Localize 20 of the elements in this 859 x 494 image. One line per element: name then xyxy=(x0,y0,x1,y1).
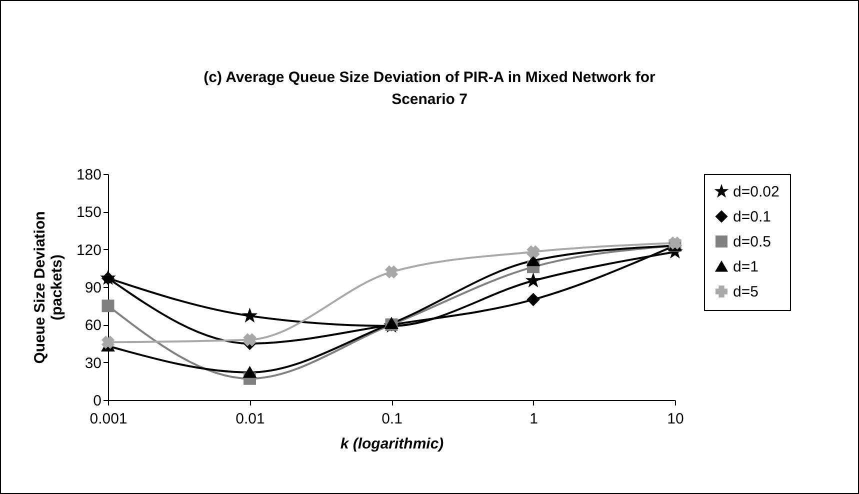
legend-label: d=5 xyxy=(733,284,758,300)
y-tick-label: 60 xyxy=(84,317,102,334)
y-tick-label: 90 xyxy=(84,280,102,296)
chart-title: (c) Average Queue Size Deviation of PIR-A in Mixed Network for Scenario 7 xyxy=(204,69,656,108)
y-axis-title: Queue Size Deviation (packets) xyxy=(31,211,66,364)
y-tick-label: 30 xyxy=(84,354,102,372)
y-tick-label: 120 xyxy=(76,242,102,259)
y-tick-label: 180 xyxy=(76,166,102,184)
legend-label: d=0.5 xyxy=(733,234,771,250)
legend-label: d=0.1 xyxy=(733,208,771,226)
x-tick-label: 1 xyxy=(530,410,538,428)
legend-label: d=0.02 xyxy=(733,184,780,200)
y-tick-label: 0 xyxy=(93,392,102,410)
x-tick-label: 0.001 xyxy=(90,410,128,428)
legend-label: d=1 xyxy=(733,258,758,276)
x-tick-label: 10 xyxy=(667,410,684,428)
x-tick-label: 0.1 xyxy=(382,410,402,428)
x-tick-label: 0.01 xyxy=(236,410,265,428)
x-axis-title: k (logarithmic) xyxy=(340,436,444,452)
y-tick-label: 150 xyxy=(76,204,102,222)
